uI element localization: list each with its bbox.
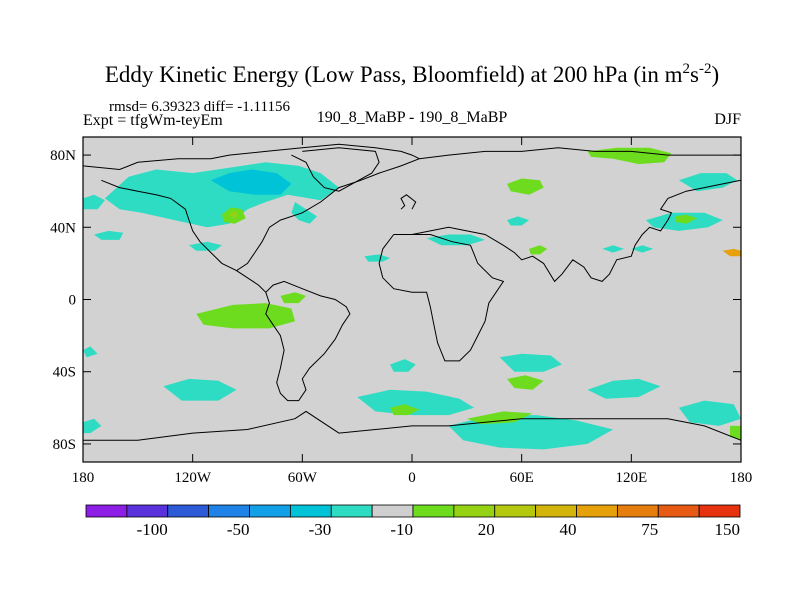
- colorbar-label: -100: [137, 520, 168, 539]
- colorbar-swatch: [616, 504, 659, 518]
- anomaly-pac-sm-a: [602, 245, 624, 253]
- expt-line: Expt = tfgWm-teyEm: [83, 112, 223, 129]
- anomaly-dateline-orange: [722, 248, 741, 257]
- anomaly-sh-atl-neg: [357, 389, 475, 416]
- colorbar-label: 40: [560, 520, 577, 539]
- anomaly-sh-afr-pos: [507, 375, 544, 390]
- coast-south-america: [265, 280, 351, 402]
- colorbar-label: 20: [478, 520, 495, 539]
- coast-pacific-coast: [101, 179, 237, 272]
- x-tick-label: 120W: [174, 470, 212, 486]
- x-tick-label: 120E: [615, 470, 647, 486]
- x-axis: 180 120W 60W 0 60E 120E 180: [72, 137, 753, 486]
- coast-greenland: [291, 147, 380, 192]
- colorbar-swatch: [412, 504, 455, 518]
- colorbar-swatch: [208, 504, 250, 518]
- chart-title: Eddy Kinetic Energy (Low Pass, Bloomfiel…: [105, 61, 719, 87]
- y-axis: 80N 40N 0 40S 80S: [50, 148, 741, 453]
- anomaly-sh-40-neg-a: [163, 378, 237, 401]
- colorbar-swatch: [126, 504, 169, 518]
- anomaly-nafr: [364, 254, 391, 262]
- coast-eurasia-north: [419, 147, 741, 160]
- title-sup-1: 2: [683, 61, 691, 77]
- center-label: 190_8_MaBP - 190_8_MaBP: [317, 109, 508, 126]
- anomaly-so-pos: [466, 411, 533, 425]
- anomaly-sh-pac-small: [83, 346, 98, 358]
- coast-north-america-coast: [83, 143, 421, 293]
- anomaly-sh-ind-neg: [587, 378, 661, 399]
- anomaly-tib-neg: [507, 216, 529, 226]
- coastline-layer: [83, 143, 741, 441]
- y-tick-label: 80N: [50, 148, 76, 164]
- anomaly-ind-pos: [529, 245, 548, 255]
- colorbar-label: -50: [227, 520, 250, 539]
- colorbar-label: -10: [390, 520, 413, 539]
- colorbar-swatch: [698, 504, 741, 518]
- anomaly-sh-40-neg-b: [390, 359, 416, 372]
- x-tick-label: 0: [408, 470, 416, 486]
- colorbar-swatch: [85, 504, 128, 518]
- anomaly-pac-sm-b: [631, 245, 654, 253]
- colorbar: -100 -50 -30 -10 20 40 75 150: [85, 504, 741, 539]
- x-tick-label: 60W: [288, 470, 318, 486]
- anomaly-np-lab: [94, 230, 124, 240]
- anomaly-npac-neg-core: [210, 169, 292, 195]
- colorbar-swatch: [535, 504, 577, 518]
- anomaly-sh-ind-pos: [390, 404, 420, 416]
- anomaly-npac-pos-core: [229, 211, 239, 219]
- colorbar-swatch: [371, 504, 414, 518]
- anomaly-e-asia-pos: [675, 214, 698, 224]
- map: [82, 136, 742, 463]
- anomaly-sh-pac-pos2: [280, 292, 306, 304]
- anomaly-w-pac-edge: [83, 194, 105, 210]
- anomaly-so-west-neg: [83, 418, 102, 434]
- y-tick-label: 0: [69, 293, 77, 309]
- anomaly-siberia-pos: [507, 178, 544, 195]
- x-tick-label: 60E: [510, 470, 534, 486]
- title-close: ): [711, 62, 719, 87]
- anomaly-sh-afr-neg: [499, 353, 562, 372]
- anomaly-med-neg: [426, 234, 486, 246]
- colorbar-swatch: [576, 504, 618, 518]
- y-tick-label: 80S: [53, 437, 76, 453]
- x-tick-label: 180: [730, 470, 753, 486]
- colorbar-label: 150: [715, 520, 741, 539]
- y-tick-label: 40N: [50, 220, 76, 236]
- y-tick-label: 40S: [53, 365, 76, 381]
- title-sup-2: -2: [699, 61, 712, 77]
- colorbar-swatch: [167, 504, 210, 518]
- colorbar-swatch: [494, 504, 537, 518]
- title-main: Eddy Kinetic Energy (Low Pass, Bloomfiel…: [105, 62, 683, 87]
- colorbar-swatch: [453, 504, 496, 518]
- anomaly-sh-pac-pos: [196, 303, 295, 329]
- season-label: DJF: [714, 111, 741, 128]
- colorbar-label: -30: [309, 520, 332, 539]
- colorbar-swatch: [289, 504, 332, 518]
- colorbar-swatch: [657, 504, 700, 518]
- coast-africa: [378, 234, 505, 362]
- coast-britain: [400, 194, 417, 210]
- colorbar-swatch: [330, 504, 373, 518]
- anomaly-e-pac-neg-small: [189, 241, 222, 251]
- colorbar-swatch: [249, 504, 291, 518]
- x-tick-label: 180: [72, 470, 95, 486]
- title-unit-s: s: [690, 62, 699, 87]
- stats-line: rmsd= 6.39323 diff= -1.11156: [109, 99, 290, 115]
- colorbar-label: 75: [641, 520, 658, 539]
- coast-antarctica: [83, 410, 741, 441]
- coast-eurasia-south: [393, 179, 741, 283]
- anomaly-so-neg-main: [448, 415, 614, 450]
- anomaly-so-neg-east: [678, 400, 741, 426]
- anomaly-layer: [83, 147, 741, 450]
- anomaly-atl-neg: [291, 202, 317, 224]
- anomaly-kamchatka-neg: [678, 173, 738, 192]
